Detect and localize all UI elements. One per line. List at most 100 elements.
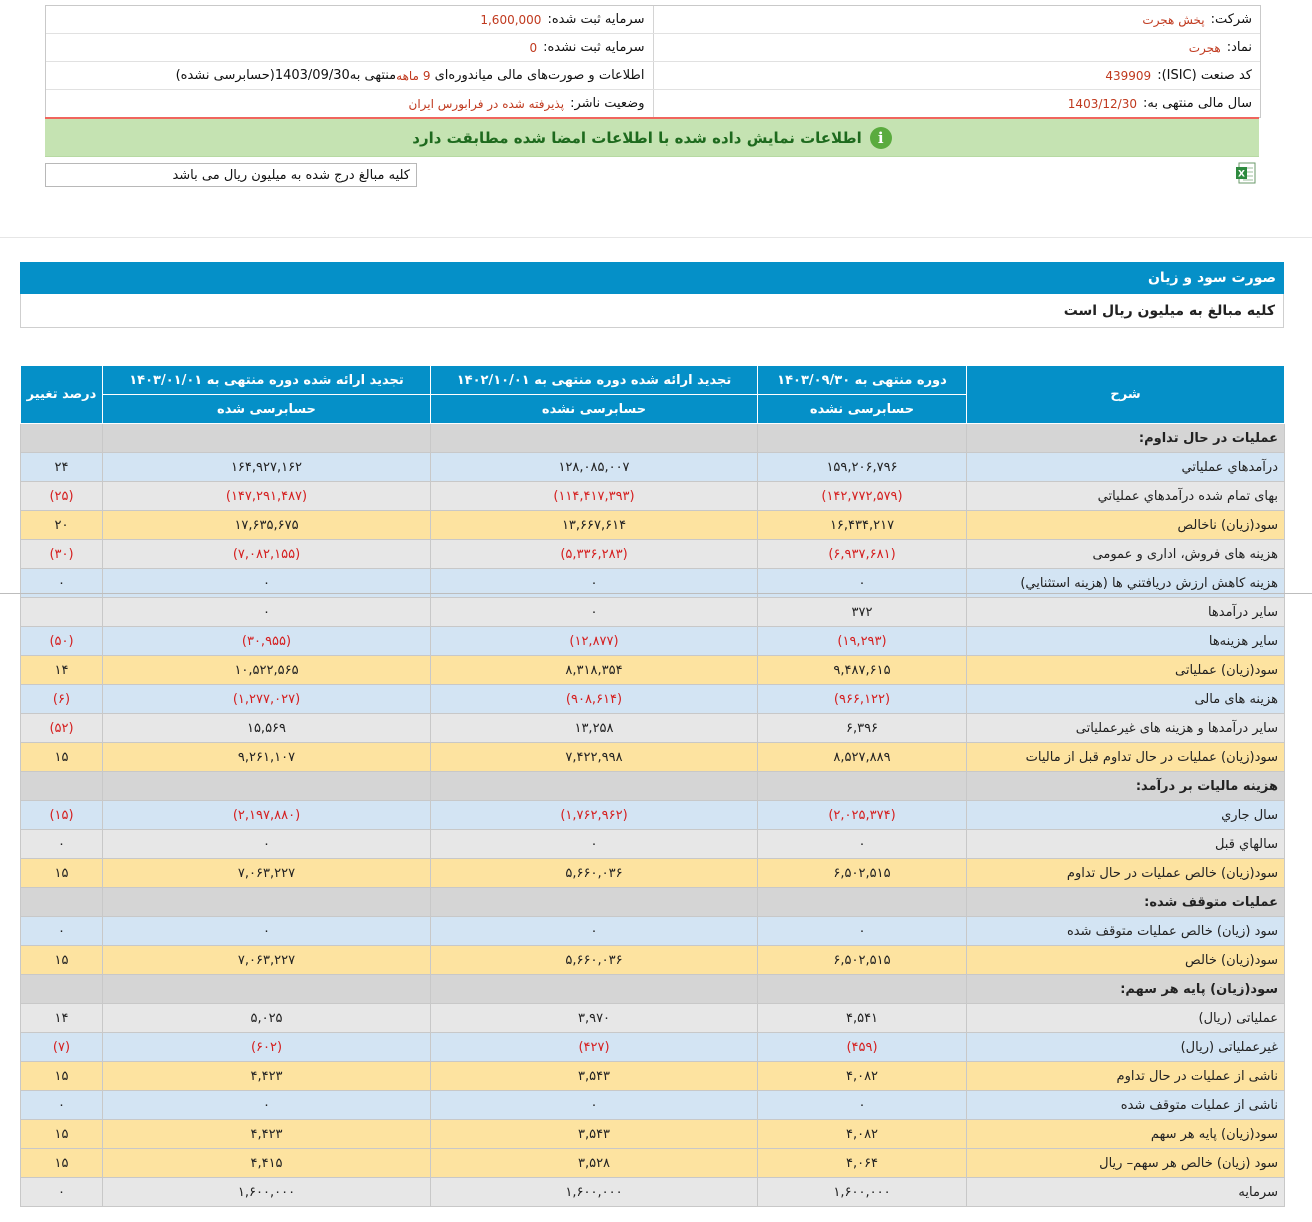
row-description: سود(زيان) عملياتى — [966, 655, 1285, 685]
value-change: ۱۴ — [20, 1003, 103, 1033]
value-change: (۷) — [20, 1032, 103, 1062]
section-subtitle: کلیه مبالغ به میلیون ریال است — [20, 294, 1284, 328]
value-period3: (۳۰,۹۵۵) — [102, 626, 431, 656]
divider — [0, 237, 1312, 238]
row-description: عملیاتی (ریال) — [966, 1003, 1285, 1033]
publisher-status-value: پذیرفته شده در فرابورس ایران — [408, 96, 565, 111]
row-description: سود(زيان) ناخالص — [966, 510, 1285, 540]
value-period3: ۱۵,۵۶۹ — [102, 713, 431, 743]
value-period3: ۵,۰۲۵ — [102, 1003, 431, 1033]
value-period1: ۹,۴۸۷,۶۱۵ — [757, 655, 967, 685]
row-description: ساير درآمدها — [966, 597, 1285, 627]
table-row: هزينه هاى فروش، ادارى و عمومى (۶,۹۳۷,۶۸۱)… — [20, 539, 1285, 569]
value-period3 — [102, 974, 431, 1004]
info-icon: i — [869, 126, 892, 149]
value-change: ۱۵ — [20, 1119, 103, 1149]
row-description: ساير درآمدها و هزينه هاى غيرعملياتى — [966, 713, 1285, 743]
table-row: بهاى تمام شده درآمدهاي عملياتي (۱۴۲,۷۷۲,۵… — [20, 481, 1285, 511]
value-period1: ۶,۵۰۲,۵۱۵ — [757, 945, 967, 975]
value-period2: ۱,۶۰۰,۰۰۰ — [430, 1177, 758, 1207]
col-header-change: درصد تغییر — [20, 365, 103, 424]
statements-end-label: منتهی به — [349, 68, 397, 83]
value-change — [20, 423, 103, 453]
value-period1: ۱۶,۴۳۴,۲۱۷ — [757, 510, 967, 540]
capital-label: سرمایه ثبت شده: — [547, 12, 645, 27]
value-period3: (۱۴۷,۲۹۱,۴۸۷) — [102, 481, 431, 511]
value-period1: ۶,۵۰۲,۵۱۵ — [757, 858, 967, 888]
value-period1: (۹۶۶,۱۲۲) — [757, 684, 967, 714]
value-period2: ۳,۵۴۳ — [430, 1061, 758, 1091]
value-period3: ۹,۲۶۱,۱۰۷ — [102, 742, 431, 772]
value-period3: ۴,۴۲۳ — [102, 1061, 431, 1091]
value-change — [20, 771, 103, 801]
value-period1 — [757, 887, 967, 917]
value-period1: ۸,۵۲۷,۸۸۹ — [757, 742, 967, 772]
value-change: ۰ — [20, 829, 103, 859]
value-change: (۵۲) — [20, 713, 103, 743]
value-period2: ۰ — [430, 1090, 758, 1120]
divider — [0, 593, 1312, 594]
value-period1: ۱۵۹,۲۰۶,۷۹۶ — [757, 452, 967, 482]
value-period2: ۱۳,۶۶۷,۶۱۴ — [430, 510, 758, 540]
value-period3: (۲,۱۹۷,۸۸۰) — [102, 800, 431, 830]
value-change: (۲۵) — [20, 481, 103, 511]
value-period3: ۴,۴۱۵ — [102, 1148, 431, 1178]
value-period2: ۷,۴۲۲,۹۹۸ — [430, 742, 758, 772]
table-row: سود(زيان) ناخالص ۱۶,۴۳۴,۲۱۷ ۱۳,۶۶۷,۶۱۴ ۱۷,۶… — [20, 510, 1285, 540]
value-period2: ۳,۹۷۰ — [430, 1003, 758, 1033]
value-period1: ۴,۰۸۲ — [757, 1119, 967, 1149]
section-header-row: هزینه مالیات بر درآمد: — [20, 771, 1285, 801]
row-description: بهاى تمام شده درآمدهاي عملياتي — [966, 481, 1285, 511]
value-period1: ۰ — [757, 916, 967, 946]
table-row: ساير هزینه‌ها (۱۹,۲۹۳) (۱۲,۸۷۷) (۳۰,۹۵۵) (۵۰… — [20, 626, 1285, 656]
value-period3 — [102, 771, 431, 801]
value-period1: ۴,۵۴۱ — [757, 1003, 967, 1033]
excel-icon[interactable]: X — [1236, 162, 1256, 184]
table-row: غیرعملیاتی (ریال) (۴۵۹) (۴۲۷) (۶۰۲) (۷) — [20, 1032, 1285, 1062]
row-description: سرمايه — [966, 1177, 1285, 1207]
value-change: ۲۴ — [20, 452, 103, 482]
value-period3: ۱۶۴,۹۲۷,۱۶۲ — [102, 452, 431, 482]
value-change: ۱۵ — [20, 858, 103, 888]
row-description: سود (زيان) خالص هر سهم– ريال — [966, 1148, 1285, 1178]
value-period1: (۱۹,۲۹۳) — [757, 626, 967, 656]
row-description: ناشی از عملیات در حال تداوم — [966, 1061, 1285, 1091]
value-period2 — [430, 887, 758, 917]
value-period2: ۳,۵۴۳ — [430, 1119, 758, 1149]
company-label: شرکت: — [1210, 12, 1252, 27]
section-header-row: عملیات در حال تداوم: — [20, 423, 1285, 453]
verification-banner: i اطلاعات نمایش داده شده با اطلاعات امضا… — [45, 117, 1259, 157]
value-period2: (۴۲۷) — [430, 1032, 758, 1062]
value-period2: ۰ — [430, 916, 758, 946]
col-header-period1: دوره منتهی به ۱۴۰۳/۰۹/۳۰ — [757, 365, 967, 395]
symbol-value[interactable]: هجرت — [1188, 40, 1221, 55]
value-period3 — [102, 423, 431, 453]
info-row: شرکت: پخش هجرت سرمایه ثبت شده: 1,600,000 — [46, 6, 1260, 34]
value-period1 — [757, 974, 967, 1004]
value-period3: ۰ — [102, 1090, 431, 1120]
unregistered-capital-label: سرمایه ثبت نشده: — [543, 40, 645, 55]
value-period2: (۵,۳۳۶,۲۸۳) — [430, 539, 758, 569]
value-period3: ۰ — [102, 597, 431, 627]
table-row: هزينه هاى مالى (۹۶۶,۱۲۲) (۹۰۸,۶۱۴) (۱,۲۷۷,۰… — [20, 684, 1285, 714]
table-row: سود (زيان) خالص عمليات متوقف شده ۰ ۰ ۰ ۰ — [20, 916, 1285, 946]
row-description: هزینه مالیات بر درآمد: — [966, 771, 1285, 801]
value-period3: ۱,۶۰۰,۰۰۰ — [102, 1177, 431, 1207]
company-value: پخش هجرت — [1142, 12, 1205, 27]
value-period2: ۰ — [430, 597, 758, 627]
row-description: هزينه هاى مالى — [966, 684, 1285, 714]
value-change: (۱۵) — [20, 800, 103, 830]
row-description: عملیات در حال تداوم: — [966, 423, 1285, 453]
verification-text: اطلاعات نمایش داده شده با اطلاعات امضا ش… — [412, 128, 862, 147]
value-change: (۶) — [20, 684, 103, 714]
value-period2: ۱۲۸,۰۸۵,۰۰۷ — [430, 452, 758, 482]
value-period1: ۰ — [757, 829, 967, 859]
table-row: سال جاري (۲,۰۲۵,۳۷۴) (۱,۷۶۲,۹۶۲) (۲,۱۹۷,۸۸۰… — [20, 800, 1285, 830]
table-row: ساير درآمدها ۳۷۲ ۰ ۰ — [20, 597, 1285, 627]
value-period2: ۳,۵۲۸ — [430, 1148, 758, 1178]
value-change — [20, 597, 103, 627]
value-period1: (۲,۰۲۵,۳۷۴) — [757, 800, 967, 830]
section-header-row: سود(زیان) پایه هر سهم: — [20, 974, 1285, 1004]
row-description: سود(زیان) پایه هر سهم: — [966, 974, 1285, 1004]
value-period1: ۴,۰۶۴ — [757, 1148, 967, 1178]
